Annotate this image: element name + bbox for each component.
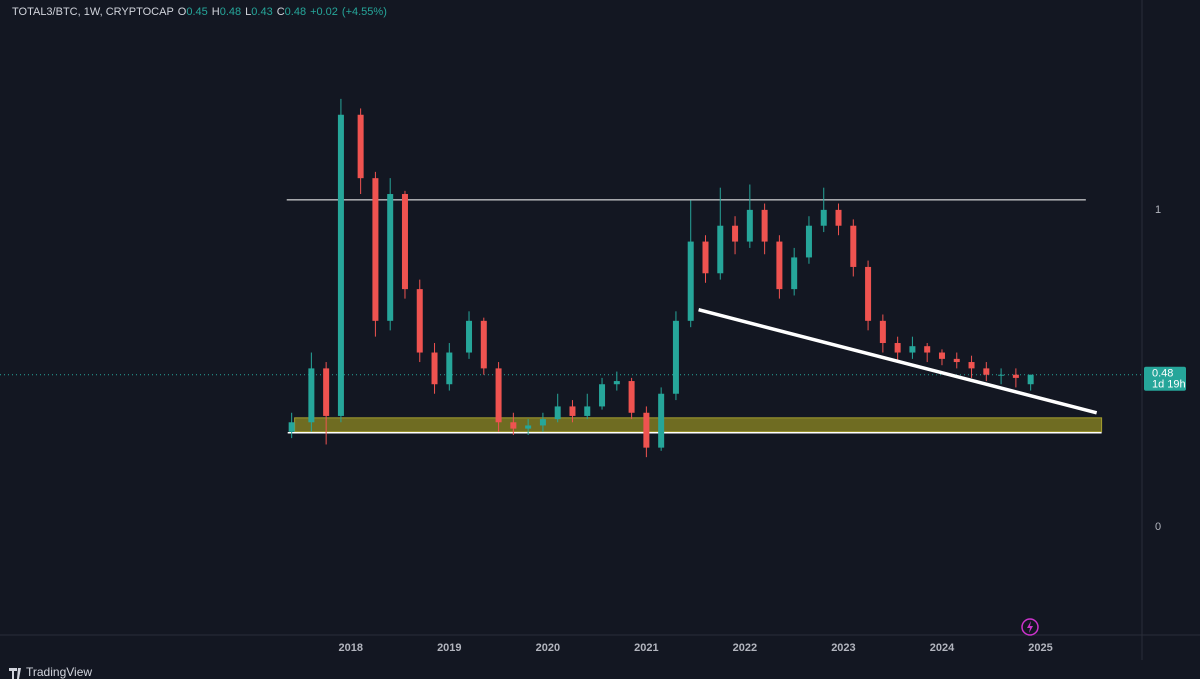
ohlc-key: C	[277, 6, 285, 18]
legend-text: TOTAL3/BTC, 1W, CRYPTOCAP O0.45 H0.48 L0.43…	[12, 6, 387, 18]
legend: TOTAL3/BTC, 1W, CRYPTOCAP O0.45 H0.48 L0.43…	[12, 6, 387, 18]
last-price-badge	[1144, 366, 1186, 391]
candle-body	[539, 419, 546, 426]
ohlc-key: H	[212, 6, 220, 18]
candle-body	[431, 352, 438, 385]
candle-body	[702, 241, 709, 274]
candle-body	[672, 320, 679, 394]
candle-body	[835, 209, 842, 226]
candle-body	[791, 257, 798, 290]
logo	[9, 668, 21, 679]
candle-body	[613, 381, 620, 385]
candle-body	[953, 358, 960, 363]
candle-body	[894, 343, 901, 353]
candle-body	[357, 114, 364, 179]
candle-body	[865, 266, 872, 321]
candle-body	[308, 368, 315, 423]
candle-body	[746, 209, 753, 242]
candle-body	[584, 406, 591, 416]
candle-body	[628, 381, 635, 413]
candle-body	[850, 225, 857, 267]
candle-body	[968, 362, 975, 369]
candle-body	[687, 241, 694, 321]
x-tick-label: 2021	[634, 642, 658, 654]
candle-body	[446, 352, 453, 385]
candle-body	[288, 422, 295, 432]
candle-body	[569, 406, 576, 416]
candle-body	[466, 320, 473, 353]
x-tick-label: 2024	[930, 642, 955, 654]
candle-body	[416, 289, 423, 353]
candle-body	[495, 368, 502, 423]
candle-body	[643, 412, 650, 448]
last-price-label: 0.48	[1152, 368, 1173, 380]
candle-body	[337, 114, 344, 416]
watermark: TradingView	[9, 665, 92, 679]
candle-body	[480, 320, 487, 369]
candle-body	[998, 374, 1005, 376]
icon-circle[interactable]	[1021, 618, 1039, 636]
change: +0.02	[310, 6, 338, 18]
change-pct: (+4.55%)	[342, 6, 387, 18]
candle-body	[323, 368, 330, 416]
candle-body	[938, 352, 945, 359]
ohlc-value: 0.45	[186, 6, 207, 18]
x-tick-label: 2019	[437, 642, 461, 654]
candle-body	[732, 225, 739, 242]
candle-body	[658, 393, 665, 448]
candle-body	[761, 209, 768, 242]
candle-body	[599, 384, 606, 407]
watermark-text: TradingView	[26, 665, 92, 679]
candle-body	[525, 425, 532, 429]
countdown: 1d 19h	[1152, 379, 1186, 391]
candle-body	[554, 406, 561, 420]
y-tick-label: 0	[1155, 521, 1161, 533]
candle-body	[909, 346, 916, 353]
support-zone	[294, 417, 1103, 433]
ohlc-value: 0.48	[285, 6, 306, 18]
x-tick-label: 2023	[831, 642, 855, 654]
candle-body	[387, 194, 394, 321]
candle-body	[1012, 374, 1019, 378]
symbol: TOTAL3/BTC, 1W, CRYPTOCAP	[12, 6, 174, 18]
candle-body	[924, 346, 931, 353]
candle-body	[805, 225, 812, 258]
x-tick-label: 2018	[339, 642, 363, 654]
ohlc-value: 0.43	[251, 6, 272, 18]
trend-line	[698, 308, 1098, 415]
candle-body	[820, 209, 827, 226]
x-tick-label: 2025	[1028, 642, 1052, 654]
x-tick-label: 2020	[536, 642, 560, 654]
candle-body	[372, 178, 379, 321]
ohlc-key: L	[245, 6, 251, 18]
candle-body	[983, 368, 990, 375]
candle-body	[776, 241, 783, 290]
x-tick-label: 2022	[733, 642, 757, 654]
icon-bolt[interactable]	[1027, 621, 1033, 633]
candle-body	[401, 194, 408, 290]
candle-body	[510, 422, 517, 429]
ohlc-key: O	[178, 6, 187, 18]
candle-body	[1027, 374, 1034, 385]
candle-body	[879, 320, 886, 344]
candle-body	[717, 225, 724, 274]
ohlc-value: 0.48	[220, 6, 241, 18]
y-tick-label: 1	[1155, 204, 1161, 216]
icon[interactable]	[1021, 618, 1039, 636]
